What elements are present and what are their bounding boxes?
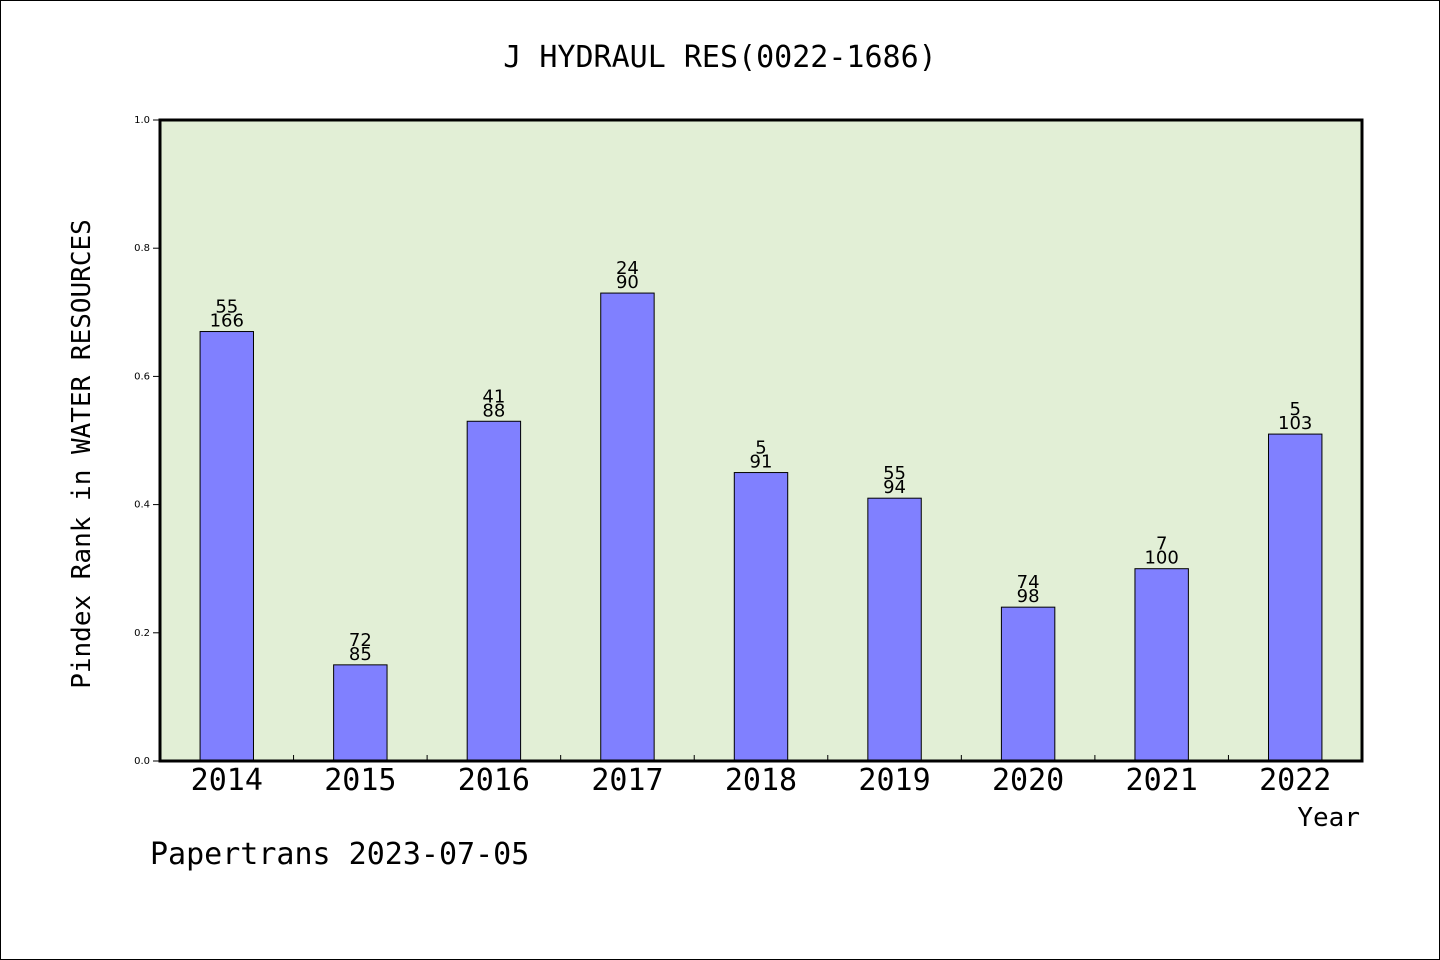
y-tick-label: 0.2 bbox=[134, 628, 150, 639]
bar-label-top: 55 bbox=[215, 297, 238, 318]
bar-2017 bbox=[600, 292, 655, 762]
x-tick-label: 2014 bbox=[191, 763, 263, 798]
bar-label-bottom: 91 bbox=[750, 452, 773, 473]
footer-text: Papertrans 2023-07-05 bbox=[150, 837, 529, 872]
y-tick-label: 0.6 bbox=[134, 371, 150, 382]
bar-2016 bbox=[466, 420, 522, 762]
bars bbox=[199, 292, 1323, 762]
bar-label-bottom: 85 bbox=[349, 644, 372, 665]
x-tick-label: 2022 bbox=[1259, 763, 1331, 798]
bar-2020 bbox=[1000, 606, 1056, 762]
x-tick-label: 2017 bbox=[591, 763, 663, 798]
y-axis-ticks: 0.0 0.2 0.4 0.6 0.8 1.0 bbox=[134, 115, 160, 767]
bar-label-top: 5 bbox=[755, 438, 766, 459]
bar-label-top: 41 bbox=[482, 386, 505, 407]
y-axis-label: Pindex Rank in WATER RESOURCES bbox=[67, 219, 97, 689]
x-tick-label: 2020 bbox=[992, 763, 1064, 798]
bar-2019 bbox=[867, 497, 922, 762]
x-tick-label: 2021 bbox=[1126, 763, 1198, 798]
bar-label-bottom: 94 bbox=[883, 477, 906, 498]
chart-title: J HYDRAUL RES(0022-1686) bbox=[503, 40, 936, 75]
bar-label-top: 55 bbox=[883, 463, 906, 484]
bar-label-top: 7 bbox=[1156, 534, 1167, 555]
x-tick-label: 2019 bbox=[858, 763, 930, 798]
bar-label-top: 74 bbox=[1017, 572, 1040, 593]
bar-2018 bbox=[733, 472, 789, 762]
bar-label-bottom: 90 bbox=[616, 272, 639, 293]
bar-label-bottom: 98 bbox=[1017, 586, 1040, 607]
bar-2015 bbox=[333, 664, 388, 762]
bar-label-top: 5 bbox=[1289, 399, 1300, 420]
y-tick-label: 0.8 bbox=[134, 243, 150, 254]
bar-label-top: 72 bbox=[349, 630, 372, 651]
bar-2022 bbox=[1268, 433, 1323, 762]
x-tick-label: 2015 bbox=[324, 763, 396, 798]
bar-label-bottom: 88 bbox=[482, 400, 505, 421]
x-tick-label: 2016 bbox=[458, 763, 530, 798]
bar-label-bottom: 100 bbox=[1144, 548, 1178, 569]
y-tick-label: 0.4 bbox=[134, 500, 150, 511]
bar-label-bottom: 103 bbox=[1278, 413, 1312, 434]
bar-label-top: 24 bbox=[616, 258, 639, 279]
x-tick-label: 2018 bbox=[725, 763, 797, 798]
bar-2014 bbox=[199, 331, 254, 762]
x-axis-ticks: 2014 2015 2016 2017 2018 2019 2020 2021 2022 bbox=[191, 755, 1331, 798]
y-tick-label: 0.0 bbox=[134, 756, 150, 767]
x-axis-label: Year bbox=[1297, 803, 1360, 833]
y-tick-label: 1.0 bbox=[134, 115, 150, 126]
bar-label-bottom: 166 bbox=[210, 311, 244, 332]
bar-2021 bbox=[1134, 568, 1189, 762]
plot-border bbox=[158, 118, 1364, 763]
